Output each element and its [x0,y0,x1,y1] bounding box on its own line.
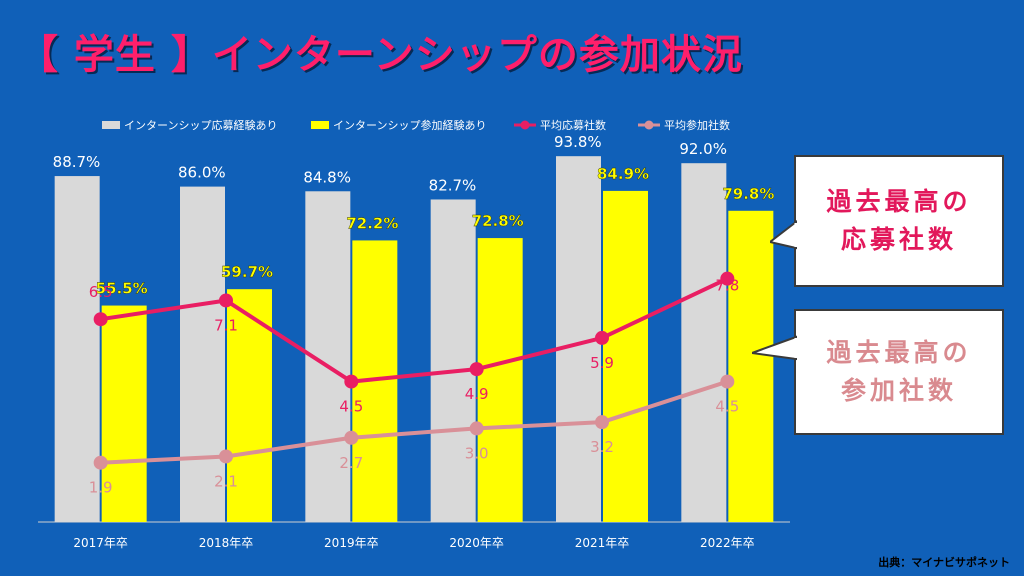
avg-applications-label-0: 6.5 [89,283,113,301]
bar-label-participated-5: 79.8% [722,185,774,203]
avg-applications-label-4: 5.9 [590,354,614,372]
avg-applications-label-2: 4.5 [339,398,363,416]
legend-marker-2 [520,120,530,130]
avg-participation-point-5 [720,374,735,389]
source-note: 出典：マイナビサポネット [878,556,1010,569]
callout-record-applications: 過去最高の 応募社数 [794,155,1004,287]
callout-part-pointer [752,335,798,361]
page-title: 【 学生 】インターンシップの参加状況 [18,32,743,78]
plot-area [38,150,790,522]
callout-record-participation: 過去最高の 参加社数 [794,309,1004,435]
bar-participated-5 [728,210,774,522]
avg-applications-point-3 [469,362,484,377]
bar-label-applied-2: 84.8% [303,168,351,186]
avg-participation-point-3 [469,421,484,436]
avg-applications-label-3: 4.9 [465,385,489,403]
avg-applications-label-5: 7.8 [715,277,739,295]
avg-participation-label-0: 1.9 [89,479,113,497]
legend-label-0: インターンシップ応募経験あり [124,118,277,132]
bar-applied-0 [54,176,100,522]
avg-participation-label-5: 4.5 [715,398,739,416]
avg-applications-point-4 [595,330,609,345]
avg-participation-label-1: 2.1 [214,472,238,490]
x-tick-label-2: 2019年卒 [324,536,379,550]
avg-participation-point-0 [93,455,108,470]
bar-label-participated-3: 72.8% [472,212,524,230]
avg-participation-point-2 [344,430,359,445]
bar-participated-3 [477,238,523,522]
bar-applied-1 [180,186,225,522]
avg-applications-point-0 [93,312,108,327]
legend-swatch-1 [311,121,329,129]
legend-swatch-0 [102,121,120,129]
avg-participation-line [100,379,728,465]
bar-label-applied-1: 86.0% [178,164,226,182]
avg-applications-line [100,276,729,384]
avg-participation-point-4 [595,415,609,430]
bar-label-applied-0: 88.7% [53,153,101,171]
legend-label-2: 平均応募社数 [540,118,606,132]
avg-participation-point-1 [219,449,233,464]
avg-participation-label-2: 2.7 [339,454,363,472]
avg-applications-label-1: 7.1 [214,316,238,334]
x-tick-label-3: 2020年卒 [449,536,504,550]
avg-participation-label-4: 3.2 [590,438,614,456]
bar-label-applied-5: 92.0% [679,140,727,158]
callout-app-pointer [770,220,798,250]
x-tick-label-4: 2021年卒 [575,536,630,550]
bar-label-participated-2: 72.2% [346,214,398,232]
bar-applied-5 [681,163,727,522]
legend-label-1: インターンシップ参加経験あり [333,118,486,132]
bar-participated-0 [101,305,147,522]
legend-marker-3 [644,120,654,130]
bar-label-participated-4: 84.9% [597,165,649,183]
avg-applications-point-5 [720,271,735,286]
bar-label-participated-0: 55.5% [96,280,148,298]
bar-label-applied-4: 93.8% [554,133,602,151]
avg-participation-label-3: 3.0 [465,444,489,462]
bar-label-applied-3: 82.7% [429,176,477,194]
avg-applications-point-1 [219,293,233,308]
bar-applied-3 [430,199,476,522]
avg-applications-point-2 [344,374,359,389]
legend-label-3: 平均参加社数 [664,118,730,132]
bar-participated-4 [603,190,648,522]
x-tick-label-5: 2022年卒 [700,536,755,550]
bar-participated-1 [227,289,272,522]
bar-label-participated-1: 59.7% [221,263,273,281]
x-tick-label-1: 2018年卒 [199,536,254,550]
x-tick-label-0: 2017年卒 [73,536,128,550]
